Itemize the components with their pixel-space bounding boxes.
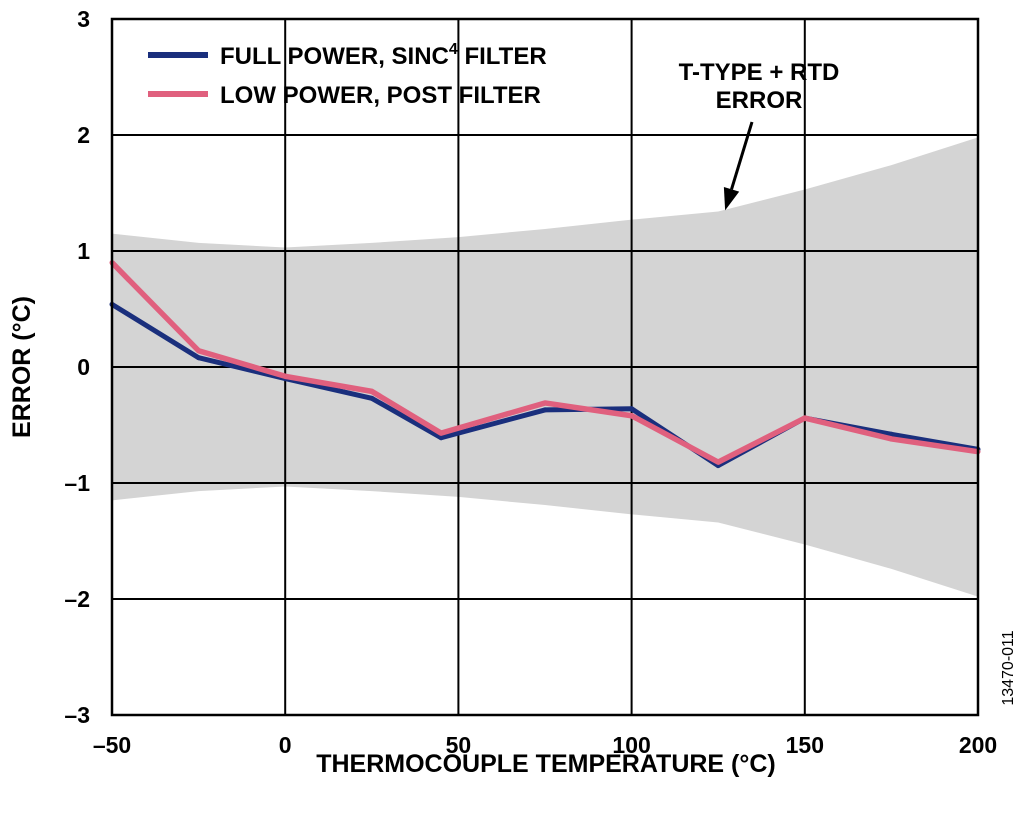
y-tick-label: 2 bbox=[77, 122, 90, 148]
x-tick-label: 50 bbox=[446, 732, 472, 758]
series-0-point bbox=[629, 406, 635, 412]
legend-label-full-power: FULL POWER, SINC4 FILTER bbox=[220, 41, 547, 70]
series-1-point bbox=[438, 430, 444, 436]
series-1-point bbox=[888, 436, 894, 442]
x-tick-label: 100 bbox=[612, 732, 650, 758]
series-1-point bbox=[715, 459, 721, 465]
legend: FULL POWER, SINC4 FILTER LOW POWER, POST… bbox=[148, 41, 547, 109]
annotation-line-1: T-TYPE + RTD bbox=[679, 59, 840, 86]
series-0-point bbox=[542, 407, 548, 413]
y-tick-label: 0 bbox=[77, 354, 90, 380]
series-1-point bbox=[369, 388, 375, 394]
x-axis-title: THERMOCOUPLE TEMPERATURE (°C) bbox=[316, 750, 776, 778]
annotation-arrow bbox=[730, 121, 754, 190]
series-1-point bbox=[629, 413, 635, 419]
x-tick-label: 0 bbox=[279, 732, 292, 758]
x-tick-label: 150 bbox=[786, 732, 824, 758]
series-0-point bbox=[196, 355, 202, 361]
tick-labels: –50 0 50 100 150 200 3 2 1 0 –1 –2 –3 bbox=[64, 6, 997, 758]
grid-layer bbox=[112, 19, 978, 715]
y-tick-label: 1 bbox=[77, 238, 90, 264]
figure-id: 13470-011 bbox=[1000, 630, 1017, 705]
legend-superscript: 4 bbox=[449, 41, 458, 58]
y-axis-title: ERROR (°C) bbox=[8, 296, 36, 438]
legend-label-low-power: LOW POWER, POST FILTER bbox=[220, 82, 541, 109]
y-tick-label: –3 bbox=[64, 702, 90, 728]
annotation: T-TYPE + RTD ERROR bbox=[679, 59, 840, 211]
annotation-line-2: ERROR bbox=[716, 87, 803, 114]
y-tick-label: 3 bbox=[77, 6, 90, 32]
series-1-point bbox=[542, 400, 548, 406]
x-tick-label: 200 bbox=[959, 732, 997, 758]
y-tick-label: –2 bbox=[64, 586, 90, 612]
x-tick-label: –50 bbox=[93, 732, 131, 758]
plot-frame bbox=[110, 17, 980, 717]
y-tick-label: –1 bbox=[64, 470, 90, 496]
series-0-point bbox=[369, 395, 375, 401]
series-0-point bbox=[438, 435, 444, 441]
series-1-point bbox=[802, 415, 808, 421]
series-1-point bbox=[282, 373, 288, 379]
series-0-point bbox=[888, 431, 894, 437]
annotation-arrowhead bbox=[723, 187, 740, 211]
series-1-point bbox=[196, 348, 202, 354]
